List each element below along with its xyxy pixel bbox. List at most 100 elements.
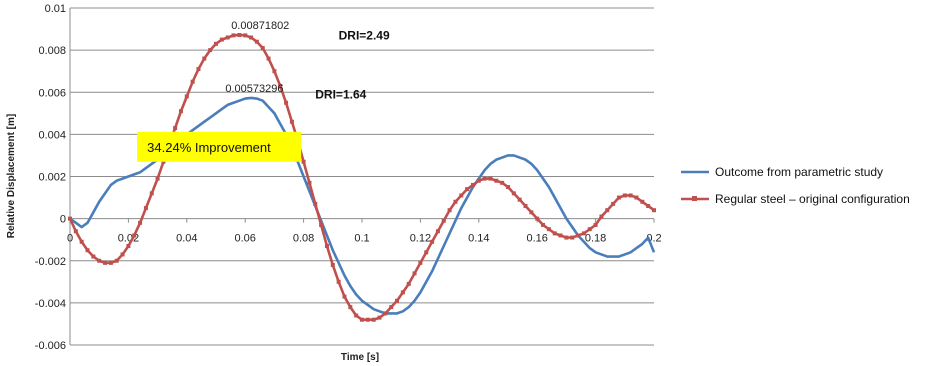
- data-point: [173, 126, 178, 131]
- data-point: [97, 258, 102, 263]
- data-point: [517, 197, 522, 202]
- data-point: [143, 206, 148, 211]
- data-point: [605, 208, 610, 213]
- annotation-improvement: 34.24% Improvement: [147, 140, 271, 155]
- data-point: [202, 56, 207, 61]
- data-point: [278, 83, 283, 88]
- data-point: [587, 227, 592, 232]
- x-tick-label: 0.06: [234, 233, 255, 245]
- y-tick-label: 0.002: [38, 172, 66, 184]
- data-point: [68, 216, 72, 221]
- data-point: [389, 305, 394, 310]
- data-point: [138, 220, 143, 225]
- data-point: [214, 41, 218, 46]
- data-point: [576, 233, 581, 238]
- legend-marker-regular: [692, 196, 697, 201]
- series-lines: [68, 33, 656, 322]
- data-point: [622, 193, 627, 198]
- data-point: [149, 191, 154, 196]
- annotation-box-improvement: [137, 131, 302, 162]
- data-point: [348, 305, 353, 310]
- y-tick-label: 0.008: [38, 45, 66, 57]
- x-tick-label: 0.18: [585, 233, 606, 245]
- data-point: [400, 290, 405, 295]
- data-point: [459, 193, 464, 198]
- data-point: [196, 67, 201, 72]
- data-point: [301, 159, 306, 164]
- data-point: [453, 199, 458, 204]
- data-point: [79, 239, 84, 244]
- data-point: [208, 48, 213, 53]
- y-tick-label: 0.006: [38, 87, 66, 99]
- data-point: [482, 176, 487, 181]
- data-point: [640, 199, 645, 204]
- x-tick-label: 0: [67, 233, 73, 245]
- data-point: [243, 33, 248, 38]
- y-tick-label: 0: [60, 214, 66, 226]
- data-point: [120, 252, 125, 257]
- data-point: [406, 281, 411, 286]
- data-point: [628, 193, 633, 198]
- data-point: [126, 244, 131, 249]
- data-point: [219, 37, 224, 42]
- data-point: [266, 56, 271, 61]
- x-axis-title: Time [s]: [341, 352, 379, 363]
- series-line-0: [69, 96, 656, 315]
- data-point: [570, 235, 575, 240]
- data-point: [330, 262, 335, 267]
- annotation-dri_regular: DRI=2.49: [339, 28, 390, 42]
- data-point: [412, 271, 417, 276]
- data-point: [634, 195, 639, 200]
- data-point: [260, 46, 265, 51]
- data-point: [161, 159, 166, 164]
- data-point: [284, 100, 289, 105]
- axes: [69, 8, 655, 345]
- legend: Outcome from parametric study Regular st…: [681, 165, 910, 206]
- x-tick-labels: 0 0.02 0.04 0.06 0.08 0.1 0.12 0.14 0.16 0.18 0.2: [67, 233, 662, 245]
- data-point: [377, 315, 382, 320]
- data-point: [272, 69, 277, 74]
- annotations: 0.00871802 DRI=2.49 0.00573296 DRI=1.64 34.2…: [137, 20, 390, 162]
- data-point: [254, 39, 259, 44]
- data-point: [476, 178, 481, 183]
- data-point: [546, 227, 551, 232]
- data-point: [611, 201, 616, 206]
- legend-label-outcome: Outcome from parametric study: [715, 165, 883, 179]
- data-point: [646, 203, 651, 208]
- y-tick-label: 0.01: [45, 3, 66, 15]
- x-tick-label: 0.12: [410, 233, 431, 245]
- data-point: [552, 231, 557, 236]
- data-point: [324, 244, 329, 249]
- data-point: [441, 218, 446, 223]
- y-tick-label: 0.004: [38, 129, 66, 141]
- data-point: [85, 248, 90, 253]
- data-point: [313, 201, 318, 206]
- data-point: [155, 176, 160, 181]
- data-point: [307, 180, 312, 185]
- data-point: [73, 229, 78, 234]
- y-tick-label: -0.006: [35, 340, 66, 352]
- data-point: [319, 222, 324, 227]
- data-point: [470, 182, 475, 187]
- data-point: [593, 222, 598, 227]
- data-point: [237, 33, 242, 37]
- data-point: [395, 298, 400, 303]
- data-point: [523, 203, 528, 208]
- data-point: [541, 222, 546, 227]
- data-point: [447, 208, 452, 213]
- data-point: [178, 109, 183, 114]
- data-point: [465, 187, 470, 192]
- x-tick-label: 0.08: [293, 233, 314, 245]
- data-point: [108, 260, 113, 265]
- annotation-peak_regular: 0.00871802: [231, 20, 289, 32]
- data-point: [231, 33, 236, 38]
- data-point: [91, 254, 96, 259]
- data-point: [616, 195, 621, 200]
- data-point: [289, 119, 294, 124]
- y-tick-label: -0.002: [35, 256, 66, 268]
- data-point: [599, 214, 604, 219]
- data-point: [652, 208, 656, 213]
- data-point: [488, 176, 493, 181]
- x-tick-label: 0.04: [176, 233, 197, 245]
- data-point: [354, 313, 359, 318]
